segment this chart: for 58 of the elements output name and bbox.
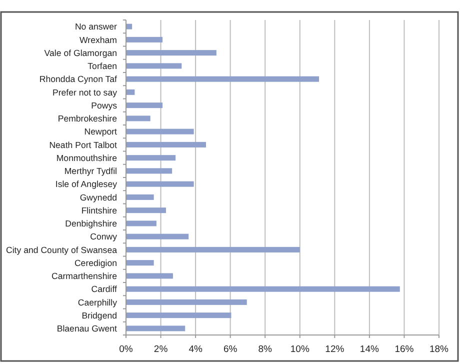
bar xyxy=(126,102,163,108)
bar xyxy=(126,208,166,214)
bar xyxy=(126,234,189,240)
x-tick-label: 18% xyxy=(429,344,450,355)
y-tick-label: Ceredigion xyxy=(74,258,118,268)
y-tick-label: Blaenau Gwent xyxy=(56,324,118,334)
bar xyxy=(126,36,163,42)
bar xyxy=(126,76,320,82)
y-tick-label: Newport xyxy=(84,126,118,137)
x-tick-label: 8% xyxy=(258,344,273,355)
bar xyxy=(126,24,132,30)
x-tick-label: 4% xyxy=(188,344,203,355)
y-tick-label: Merthyr Tydfil xyxy=(64,166,118,176)
bar xyxy=(126,326,186,332)
bar xyxy=(126,273,173,279)
bar xyxy=(126,63,182,69)
y-tick-label: Torfaen xyxy=(88,61,118,72)
bar xyxy=(126,181,194,187)
bar xyxy=(126,155,176,161)
y-tick-label: Prefer not to say xyxy=(52,87,118,98)
y-tick-label: Cardiff xyxy=(91,284,118,294)
bar xyxy=(126,299,247,305)
bar xyxy=(126,128,194,134)
bar xyxy=(126,220,156,226)
x-tick-label: 14% xyxy=(360,344,380,355)
y-tick-label: Conwy xyxy=(90,232,118,242)
y-tick-label: Monmouthshire xyxy=(56,152,118,163)
bar xyxy=(126,194,154,200)
x-tick-label: 6% xyxy=(223,344,238,355)
y-tick-label: Rhondda Cynon Taf xyxy=(39,74,118,84)
y-tick-label: Vale of Glamorgan xyxy=(44,48,118,58)
bar xyxy=(126,246,300,252)
bar xyxy=(126,260,154,266)
y-tick-label: Isle of Anglesey xyxy=(55,179,118,190)
bar xyxy=(126,312,232,318)
bar xyxy=(126,50,216,56)
y-tick-label: Carmarthenshire xyxy=(51,271,118,282)
y-tick-label: Pembrokeshire xyxy=(58,114,118,124)
bar xyxy=(126,142,206,148)
bar xyxy=(126,89,135,95)
x-tick-label: 2% xyxy=(154,344,168,355)
y-tick-label: Powys xyxy=(91,100,118,110)
y-tick-label: Wrexham xyxy=(80,34,117,45)
y-tick-label: Gwynedd xyxy=(80,192,118,202)
y-tick-label: Bridgend xyxy=(82,310,118,320)
y-tick-label: Denbighshire xyxy=(65,218,118,229)
bar xyxy=(126,116,150,122)
y-tick-label: City and County of Swansea xyxy=(6,244,118,255)
y-tick-label: Neath Port Talbot xyxy=(49,140,118,150)
x-tick-label: 12% xyxy=(325,344,345,355)
x-tick-label: 10% xyxy=(290,344,310,355)
y-tick-label: Flintshire xyxy=(81,205,118,216)
x-tick-label: 0% xyxy=(119,344,134,355)
bar xyxy=(126,168,172,174)
bar xyxy=(126,286,400,292)
y-tick-label: Caerphilly xyxy=(78,297,118,308)
y-tick-label: No answer xyxy=(74,22,118,32)
x-tick-label: 16% xyxy=(394,344,414,355)
